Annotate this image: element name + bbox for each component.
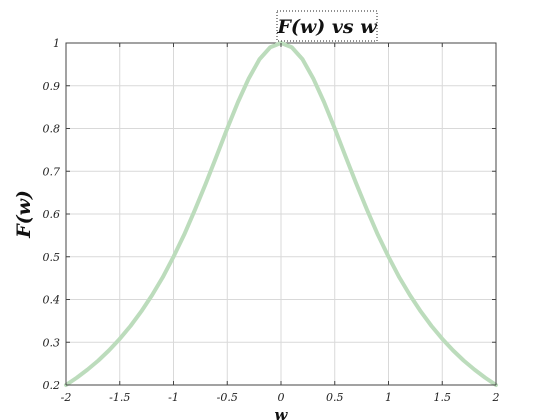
chart-title: F(w) vs w (276, 16, 377, 38)
y-tick-label: 1 (53, 37, 60, 50)
y-tick-label: 0.9 (43, 80, 61, 93)
x-tick-label: 0.5 (326, 391, 344, 404)
y-tick-label: 0.4 (43, 294, 61, 307)
x-axis-label: w (275, 406, 289, 420)
x-tick-label: -0.5 (217, 391, 238, 404)
y-tick-label: 0.3 (43, 336, 61, 349)
x-tick-label: 2 (492, 391, 500, 404)
y-tick-label: 0.2 (43, 379, 61, 392)
y-axis-label: F(w) (13, 190, 35, 239)
x-tick-label: 0 (278, 391, 285, 404)
y-tick-label: 0.8 (43, 123, 61, 136)
x-tick-label: -1 (168, 391, 179, 404)
y-tick-label: 0.6 (43, 208, 61, 221)
x-tick-label: 1 (385, 391, 392, 404)
x-tick-label: -1.5 (109, 391, 130, 404)
y-tick-label: 0.5 (43, 251, 61, 264)
tick-layer: -2 -1.5 -1 -0.5 0 0.5 1 1.5 2 0.2 0.3 0.4 0.5 0.6 0.7 0… (43, 37, 500, 404)
y-tick-label: 0.7 (43, 165, 61, 178)
x-tick-label: 1.5 (434, 391, 452, 404)
title-box (276, 10, 378, 42)
x-tick-label: -2 (61, 391, 72, 404)
